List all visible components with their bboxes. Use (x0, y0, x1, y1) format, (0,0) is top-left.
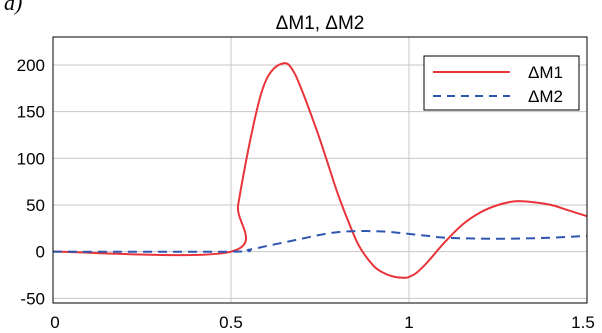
x-tick-label: 0 (50, 313, 59, 332)
x-tick-label: 1.5 (571, 313, 595, 332)
legend-label-dm1: ΔM1 (528, 63, 563, 82)
y-tick-label: 50 (26, 196, 45, 215)
x-tick-label: 0.5 (219, 313, 243, 332)
legend-label-dm2: ΔM2 (528, 87, 563, 106)
panel-label: a) (4, 0, 23, 15)
y-tick-label: 100 (17, 149, 45, 168)
legend-box (423, 55, 580, 111)
tick-labels: 0 0.5 1 1.5 -50 0 50 100 150 200 (17, 56, 595, 332)
y-tick-label: -50 (20, 289, 45, 308)
y-tick-label: 200 (17, 56, 45, 75)
legend: ΔM1 ΔM2 (423, 55, 580, 111)
series-layer (52, 62, 588, 279)
y-tick-label: 150 (17, 103, 45, 122)
x-tick-label: 1 (404, 313, 413, 332)
y-tick-label: 0 (36, 243, 45, 262)
chart-title: ΔM1, ΔM2 (276, 13, 365, 34)
series-line-dm1 (52, 62, 588, 279)
plot-frame (52, 36, 588, 304)
